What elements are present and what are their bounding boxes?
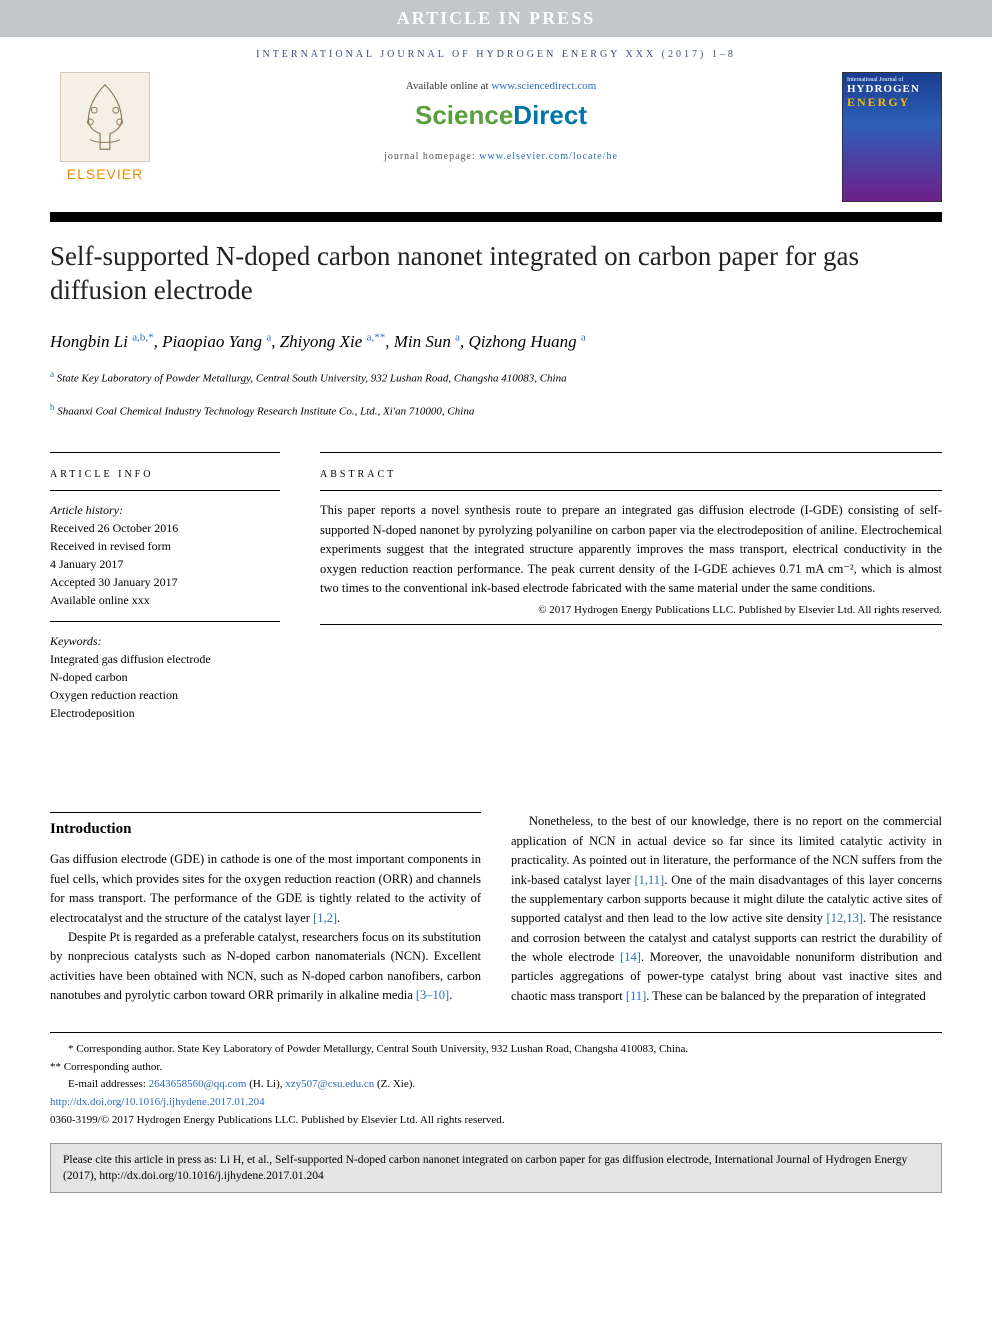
history-line: Received in revised form (50, 537, 280, 555)
col2-text-e: . These can be balanced by the preparati… (646, 989, 926, 1003)
intro-paragraph-1: Gas diffusion electrode (GDE) in cathode… (50, 850, 481, 928)
available-online-line: Available online at www.sciencedirect.co… (160, 80, 842, 92)
article-in-press-banner: ARTICLE IN PRESS (0, 0, 992, 37)
journal-homepage-url[interactable]: www.elsevier.com/locate/he (479, 151, 618, 162)
header-area: ELSEVIER Available online at www.science… (0, 72, 992, 212)
email-label: E-mail addresses: (68, 1078, 149, 1090)
history-line: Received 26 October 2016 (50, 519, 280, 537)
keywords-label: Keywords: (50, 634, 102, 648)
ref-link[interactable]: [3–10] (416, 988, 449, 1002)
introduction-heading: Introduction (50, 821, 481, 838)
col2-paragraph: Nonetheless, to the best of our knowledg… (511, 812, 942, 1006)
ref-link[interactable]: [14] (620, 950, 641, 964)
affil-sup-a: a (50, 369, 54, 379)
abstract-heading: ABSTRACT (320, 463, 942, 480)
title-separator-bar (50, 212, 942, 222)
keywords-block: Keywords: Integrated gas diffusion elect… (50, 632, 280, 722)
intro-p1-end: . (337, 911, 340, 925)
ref-link[interactable]: [1,11] (634, 873, 664, 887)
abstract-text: This paper reports a novel synthesis rou… (320, 501, 942, 598)
email-link-1[interactable]: 2643658560@qq.com (149, 1078, 247, 1090)
corresponding-author-1: * Corresponding author. State Key Labora… (50, 1041, 942, 1059)
homepage-prefix: journal homepage: (384, 151, 479, 162)
affil-text-b: Shaanxi Coal Chemical Industry Technolog… (57, 406, 474, 418)
affiliation-b: b Shaanxi Coal Chemical Industry Technol… (50, 401, 942, 420)
history-line: Accepted 30 January 2017 (50, 573, 280, 591)
sd-logo-science: Science (415, 100, 513, 130)
affil-text-a: State Key Laboratory of Powder Metallurg… (57, 373, 567, 385)
email-link-2[interactable]: xzy507@csu.edu.cn (285, 1078, 374, 1090)
email-who-1: (H. Li), (246, 1078, 285, 1090)
title-block: Self-supported N-doped carbon nanonet in… (0, 222, 992, 430)
affil-sup-b: b (50, 402, 55, 412)
keyword: Integrated gas diffusion electrode (50, 650, 280, 668)
abstract-copyright: © 2017 Hydrogen Energy Publications LLC.… (320, 604, 942, 616)
issn-copyright: 0360-3199/© 2017 Hydrogen Energy Publica… (50, 1112, 942, 1130)
history-line: Available online xxx (50, 591, 280, 609)
article-info-column: ARTICLE INFO Article history: Received 2… (50, 452, 280, 722)
affiliation-a: a State Key Laboratory of Powder Metallu… (50, 368, 942, 387)
footnotes: * Corresponding author. State Key Labora… (50, 1032, 942, 1129)
article-info-heading: ARTICLE INFO (50, 463, 280, 480)
elsevier-tree-icon (60, 72, 150, 162)
ref-link[interactable]: [1,2] (313, 911, 337, 925)
intro-p2-end: . (449, 988, 452, 1002)
elsevier-wordmark: ELSEVIER (50, 166, 160, 182)
info-abstract-row: ARTICLE INFO Article history: Received 2… (0, 452, 992, 722)
center-header: Available online at www.sciencedirect.co… (160, 72, 842, 162)
available-prefix: Available online at (406, 80, 492, 92)
doi-link[interactable]: http://dx.doi.org/10.1016/j.ijhydene.201… (50, 1096, 265, 1108)
body-columns: Introduction Gas diffusion electrode (GD… (0, 812, 992, 1006)
sciencedirect-url[interactable]: www.sciencedirect.com (491, 80, 596, 92)
journal-homepage-line: journal homepage: www.elsevier.com/locat… (160, 151, 842, 162)
abstract-column: ABSTRACT This paper reports a novel synt… (320, 452, 942, 722)
sciencedirect-logo: ScienceDirect (160, 100, 842, 131)
ref-link[interactable]: [11] (626, 989, 646, 1003)
elsevier-logo-block: ELSEVIER (50, 72, 160, 182)
intro-p1-text: Gas diffusion electrode (GDE) in cathode… (50, 852, 481, 924)
article-title: Self-supported N-doped carbon nanonet in… (50, 240, 942, 308)
author-list: Hongbin Li a,b,*, Piaopiao Yang a, Zhiyo… (50, 330, 942, 355)
keyword: Electrodeposition (50, 704, 280, 722)
email-who-2: (Z. Xie). (374, 1078, 415, 1090)
cover-energy: ENERGY (847, 95, 937, 110)
cover-hydrogen: HYDROGEN (847, 83, 937, 95)
body-col-right: Nonetheless, to the best of our knowledg… (511, 812, 942, 1006)
body-col-left: Introduction Gas diffusion electrode (GD… (50, 812, 481, 1006)
journal-cover-thumbnail: International Journal of HYDROGEN ENERGY (842, 72, 942, 202)
ref-link[interactable]: [12,13] (827, 911, 863, 925)
keyword: N-doped carbon (50, 668, 280, 686)
article-history-label: Article history: (50, 503, 123, 517)
corresponding-author-2: ** Corresponding author. (50, 1059, 942, 1077)
history-line: 4 January 2017 (50, 555, 280, 573)
cite-this-article-box: Please cite this article in press as: Li… (50, 1143, 942, 1193)
sd-logo-direct: Direct (513, 100, 587, 130)
keyword: Oxygen reduction reaction (50, 686, 280, 704)
email-line: E-mail addresses: 2643658560@qq.com (H. … (50, 1076, 942, 1094)
journal-citation-line: INTERNATIONAL JOURNAL OF HYDROGEN ENERGY… (0, 37, 992, 72)
intro-paragraph-2: Despite Pt is regarded as a preferable c… (50, 928, 481, 1006)
article-history: Article history: Received 26 October 201… (50, 501, 280, 609)
